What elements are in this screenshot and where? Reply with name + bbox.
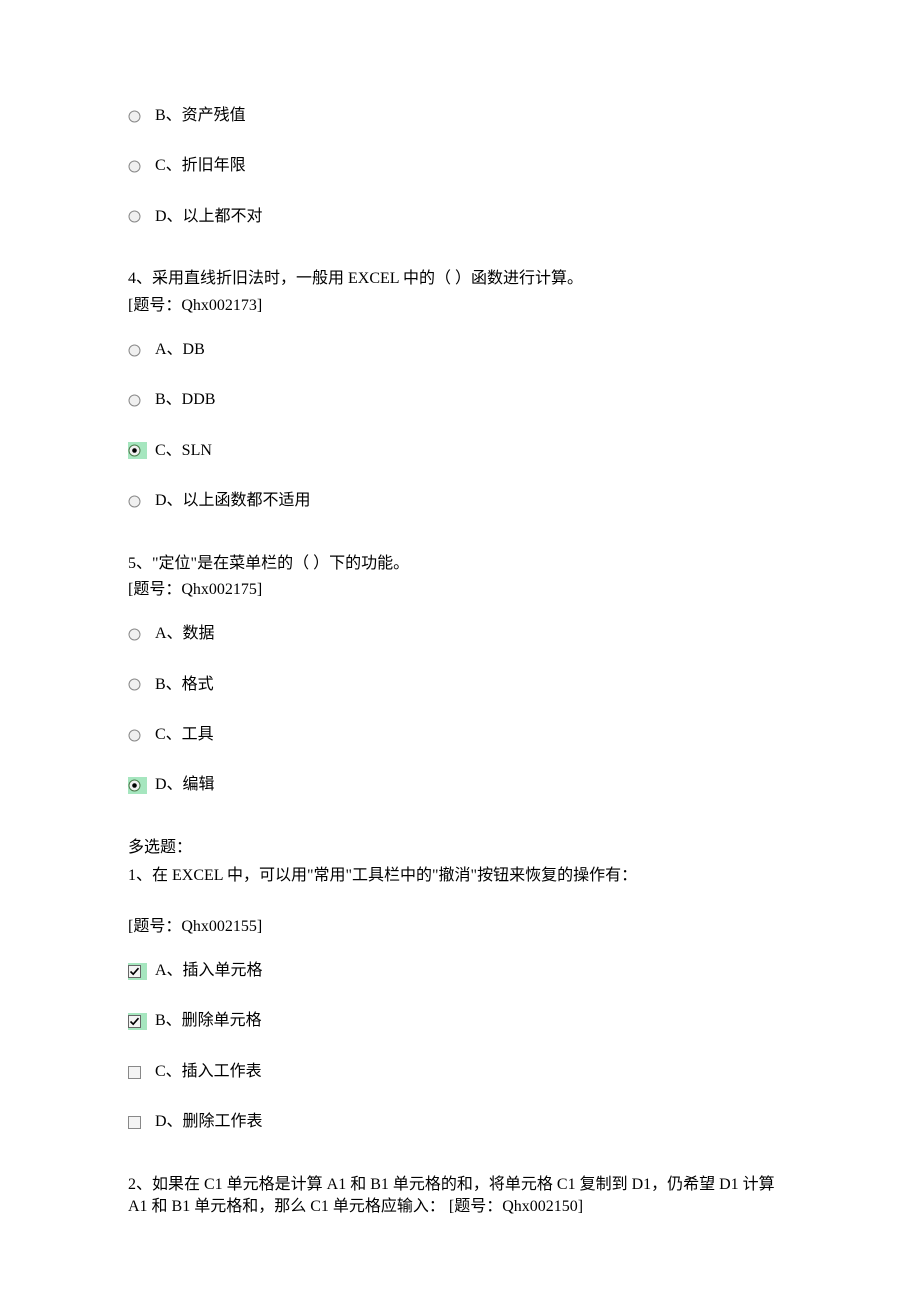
option-label: D、删除工作表 [155,1111,263,1133]
radio-control[interactable] [128,158,147,175]
option-label: C、工具 [155,724,214,746]
option-row: B、删除单元格 [128,1010,792,1032]
option-label: B、DDB [155,389,215,411]
checkbox-control[interactable] [128,963,147,980]
question-code: [题号：Qhx002173] [128,295,792,317]
radio-control[interactable] [128,392,147,409]
option-label: D、以上都不对 [155,206,263,228]
checkbox-unchecked-icon [128,1116,141,1129]
question-text: 4、采用直线折旧法时，一般用 EXCEL 中的（ ）函数进行计算。 [128,268,792,290]
radio-control[interactable] [128,108,147,125]
option-label: B、删除单元格 [155,1010,262,1032]
option-row: D、删除工作表 [128,1111,792,1133]
option-row: B、DDB [128,389,792,411]
checkbox-unchecked-icon [128,1066,141,1079]
option-row: D、以上函数都不适用 [128,490,792,512]
radio-control[interactable] [128,777,147,794]
option-row: A、DB [128,339,792,361]
option-row: A、插入单元格 [128,960,792,982]
option-label: A、DB [155,339,205,361]
option-label: B、格式 [155,674,214,696]
radio-unchecked-icon [128,160,141,173]
question-code: [题号：Qhx002155] [128,916,792,938]
option-row: D、以上都不对 [128,206,792,228]
option-row: C、SLN [128,440,792,462]
question-4: 4、采用直线折旧法时，一般用 EXCEL 中的（ ）函数进行计算。 [题号：Qh… [128,268,792,512]
question-code: [题号：Qhx002150] [449,1198,583,1215]
radio-control[interactable] [128,626,147,643]
option-row: A、数据 [128,623,792,645]
radio-unchecked-icon [128,628,141,641]
option-row: C、折旧年限 [128,155,792,177]
question-text: 5、"定位"是在菜单栏的（ ）下的功能。 [128,553,792,575]
radio-unchecked-icon [128,394,141,407]
option-label: C、SLN [155,440,212,462]
option-label: B、资产残值 [155,105,246,127]
radio-control[interactable] [128,442,147,459]
checkbox-control[interactable] [128,1114,147,1131]
radio-unchecked-icon [128,210,141,223]
question-5: 5、"定位"是在菜单栏的（ ）下的功能。 [题号：Qhx002175] A、数据… [128,553,792,797]
multiquestion-1: 1、在 EXCEL 中，可以用"常用"工具栏中的"撤消"按钮来恢复的操作有： [… [128,865,792,1133]
checkbox-control[interactable] [128,1064,147,1081]
radio-checked-icon [128,444,141,457]
option-row: D、编辑 [128,774,792,796]
radio-checked-icon [128,779,141,792]
radio-unchecked-icon [128,110,141,123]
option-label: C、折旧年限 [155,155,246,177]
radio-control[interactable] [128,676,147,693]
question-3-options: B、资产残值 C、折旧年限 D、以上都不对 [128,105,792,228]
option-label: D、以上函数都不适用 [155,490,311,512]
option-row: C、插入工作表 [128,1061,792,1083]
option-label: A、插入单元格 [155,960,263,982]
option-label: A、数据 [155,623,215,645]
option-label: D、编辑 [155,774,215,796]
radio-unchecked-icon [128,729,141,742]
radio-control[interactable] [128,208,147,225]
checkbox-checked-icon [128,1015,141,1028]
option-row: B、格式 [128,674,792,696]
radio-unchecked-icon [128,678,141,691]
question-code: [题号：Qhx002175] [128,579,792,601]
checkbox-control[interactable] [128,1013,147,1030]
radio-control[interactable] [128,342,147,359]
checkbox-checked-icon [128,965,141,978]
radio-control[interactable] [128,727,147,744]
radio-control[interactable] [128,493,147,510]
question-text: 1、在 EXCEL 中，可以用"常用"工具栏中的"撤消"按钮来恢复的操作有： [128,865,792,887]
multi-select-heading: 多选题： [128,837,792,859]
radio-unchecked-icon [128,344,141,357]
option-label: C、插入工作表 [155,1061,262,1083]
multiquestion-2: 2、如果在 C1 单元格是计算 A1 和 B1 单元格的和，将单元格 C1 复制… [128,1174,792,1219]
option-row: C、工具 [128,724,792,746]
option-row: B、资产残值 [128,105,792,127]
radio-unchecked-icon [128,495,141,508]
